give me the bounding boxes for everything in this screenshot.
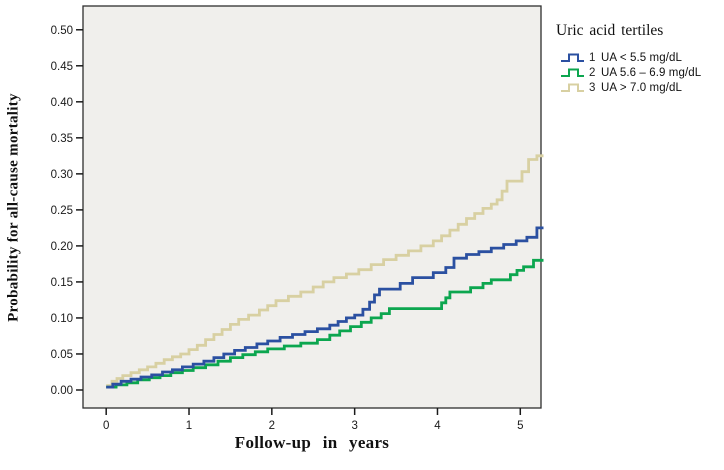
legend-item-tertile-3: 3 UA > 7.0 mg/dL [560,80,722,95]
legend-label: UA 5.6 – 6.9 mg/dL [601,66,702,79]
x-tick-label: 2 [269,420,275,432]
legend-number: 2 [589,66,596,79]
plot-area [82,5,542,409]
x-tick-label: 5 [517,420,523,432]
legend-title: Uric acid tertiles [556,22,664,39]
y-tick-label: 0.25 [51,205,73,217]
legend-label: UA > 7.0 mg/dL [601,81,682,94]
x-axis-title: Follow-up in years [234,433,390,452]
y-axis-title: Probability for all-cause mortality [5,93,22,322]
step-line-swatch-tertile-3 [561,83,584,92]
legend-number: 1 [589,51,596,64]
step-line-swatch-tertile-2 [561,68,584,77]
y-tick-label: 0.05 [51,349,73,361]
series-curve-tertile-1 [106,226,544,389]
y-tick-label: 0.50 [51,25,73,37]
x-tick-label: 4 [434,420,441,432]
y-tick-label: 0.20 [51,241,73,253]
y-tick-label: 0.10 [51,313,73,325]
series-curve-tertile-3 [106,154,544,388]
x-tick-label: 1 [186,420,192,432]
legend-number: 3 [589,81,596,94]
series-curve-tertile-2 [106,258,544,389]
x-tick-label: 3 [351,420,357,432]
y-tick-label: 0.00 [51,385,73,397]
legend-label: UA < 5.5 mg/dL [601,51,682,64]
y-tick-label: 0.35 [51,133,73,145]
legend-item-tertile-2: 2 UA 5.6 – 6.9 mg/dL [560,65,722,80]
y-tick-label: 0.30 [51,169,73,181]
y-tick-label: 0.45 [51,61,73,73]
y-tick-label: 0.15 [51,277,73,289]
y-tick-label: 0.40 [51,97,73,109]
x-tick-label: 0 [103,420,109,432]
legend-item-tertile-1: 1 UA < 5.5 mg/dL [560,50,722,65]
step-line-swatch-tertile-1 [561,53,584,62]
legend: Uric acid tertiles 1 UA < 5.5 mg/dL 2 UA… [554,22,722,95]
